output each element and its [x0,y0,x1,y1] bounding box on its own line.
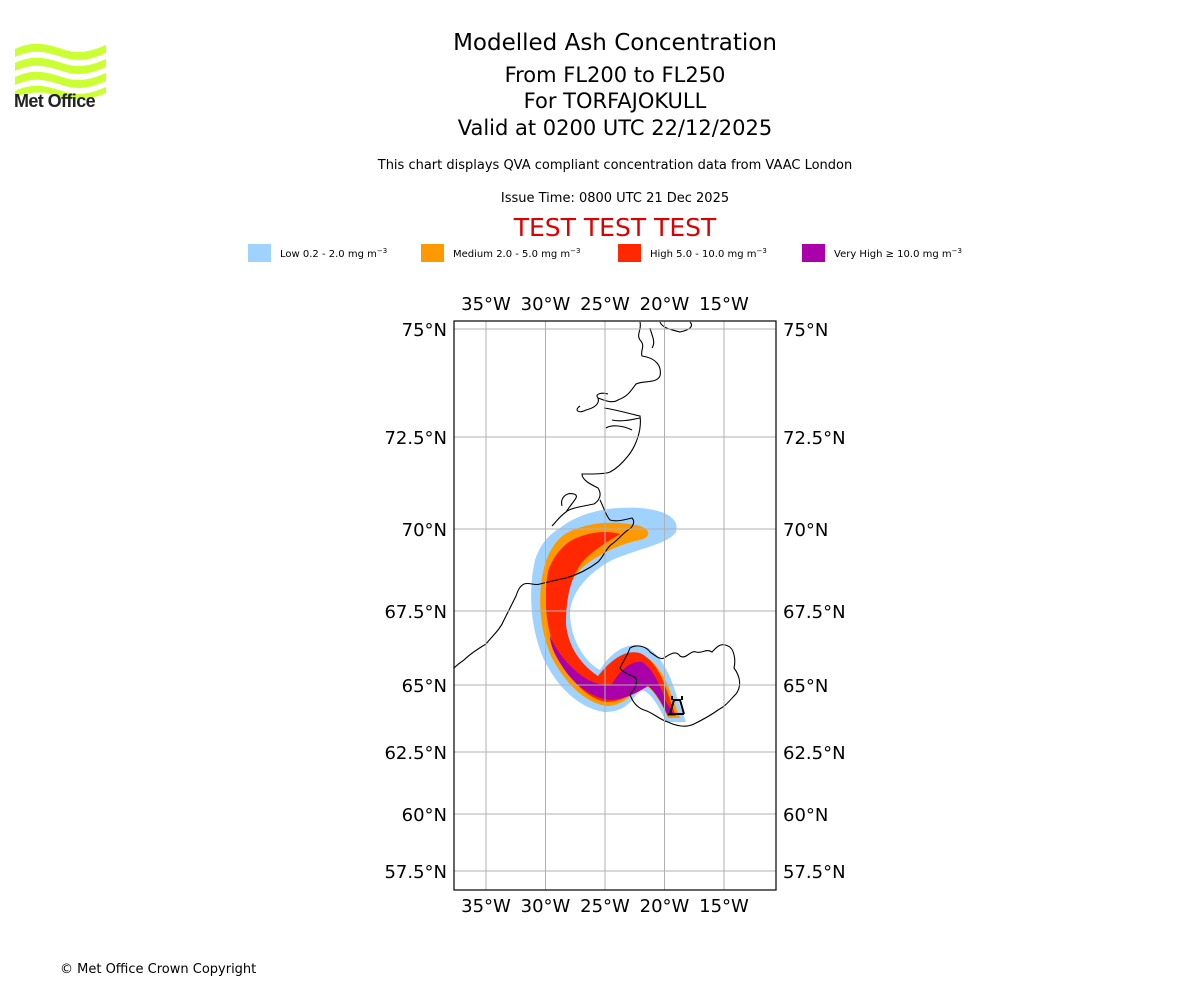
met-office-logo-icon [15,43,106,100]
lat-label-left: 67.5°N [384,602,447,623]
gridlines [454,321,776,890]
lat-label-right: 67.5°N [783,602,846,623]
legend-swatch [421,244,444,262]
lat-label-right: 72.5°N [783,428,846,449]
lon-label-bottom: 20°W [640,896,690,917]
legend-label: Very High ≥ 10.0 mg m−3 [834,246,962,260]
lat-label-right: 70°N [783,520,828,541]
lon-label-bottom: 30°W [521,896,571,917]
lat-label-right: 60°N [783,805,828,826]
legend-item-very-high: Very High ≥ 10.0 mg m−3 [802,244,962,262]
lat-label-right: 65°N [783,676,828,697]
lat-label-left: 60°N [402,805,447,826]
legend-label: Low 0.2 - 2.0 mg m−3 [280,246,388,260]
legend-swatch [802,244,825,262]
issue-time: Issue Time: 0800 UTC 21 Dec 2025 [500,191,730,206]
copyright: © Met Office Crown Copyright [60,962,257,977]
lat-label-left: 72.5°N [384,428,447,449]
volcano-name: For TORFAJOKULL [523,89,707,113]
valid-time: Valid at 0200 UTC 22/12/2025 [457,116,773,140]
legend-label: High 5.0 - 10.0 mg m−3 [650,246,767,260]
greenland-coast [454,321,661,669]
volcano-icon [668,696,685,715]
logo-text: Met Office [14,91,96,111]
lon-label-top: 15°W [699,294,749,315]
lat-label-right: 57.5°N [783,862,846,883]
coastlines [454,321,741,727]
legend-label: Medium 2.0 - 5.0 mg m−3 [453,246,581,260]
lon-label-top: 20°W [640,294,690,315]
greenland-inlets [605,321,693,431]
subtitle: This chart displays QVA compliant concen… [377,158,853,173]
lat-label-left: 70°N [402,520,447,541]
legend-item-low: Low 0.2 - 2.0 mg m−3 [248,244,387,262]
lon-label-top: 35°W [461,294,511,315]
legend: Low 0.2 - 2.0 mg m−3 Medium 2.0 - 5.0 mg… [0,244,1200,264]
lon-label-bottom: 35°W [461,896,511,917]
lat-label-right: 75°N [783,320,828,341]
chart-title: Modelled Ash Concentration [453,30,777,56]
lat-label-left: 57.5°N [384,862,447,883]
legend-item-high: High 5.0 - 10.0 mg m−3 [618,244,767,262]
lon-label-top: 30°W [521,294,571,315]
legend-swatch [248,244,271,262]
map-frame [453,320,777,891]
flight-levels: From FL200 to FL250 [504,63,726,87]
legend-swatch [618,244,641,262]
lat-label-left: 75°N [402,320,447,341]
test-banner: TEST TEST TEST [513,213,717,242]
lon-label-bottom: 25°W [580,896,630,917]
lon-label-top: 25°W [580,294,630,315]
legend-item-medium: Medium 2.0 - 5.0 mg m−3 [421,244,581,262]
ash-plume [531,507,686,722]
lat-label-left: 65°N [402,676,447,697]
plume-very-high [550,636,674,716]
iceland-coast [619,644,741,727]
lon-label-bottom: 15°W [699,896,749,917]
tick-labels: 35°W 35°W 30°W 30°W 25°W 25°W 20°W 20°W 15°W 15°W… [384,294,845,917]
lat-label-left: 62.5°N [384,743,447,764]
lat-label-right: 62.5°N [783,743,846,764]
